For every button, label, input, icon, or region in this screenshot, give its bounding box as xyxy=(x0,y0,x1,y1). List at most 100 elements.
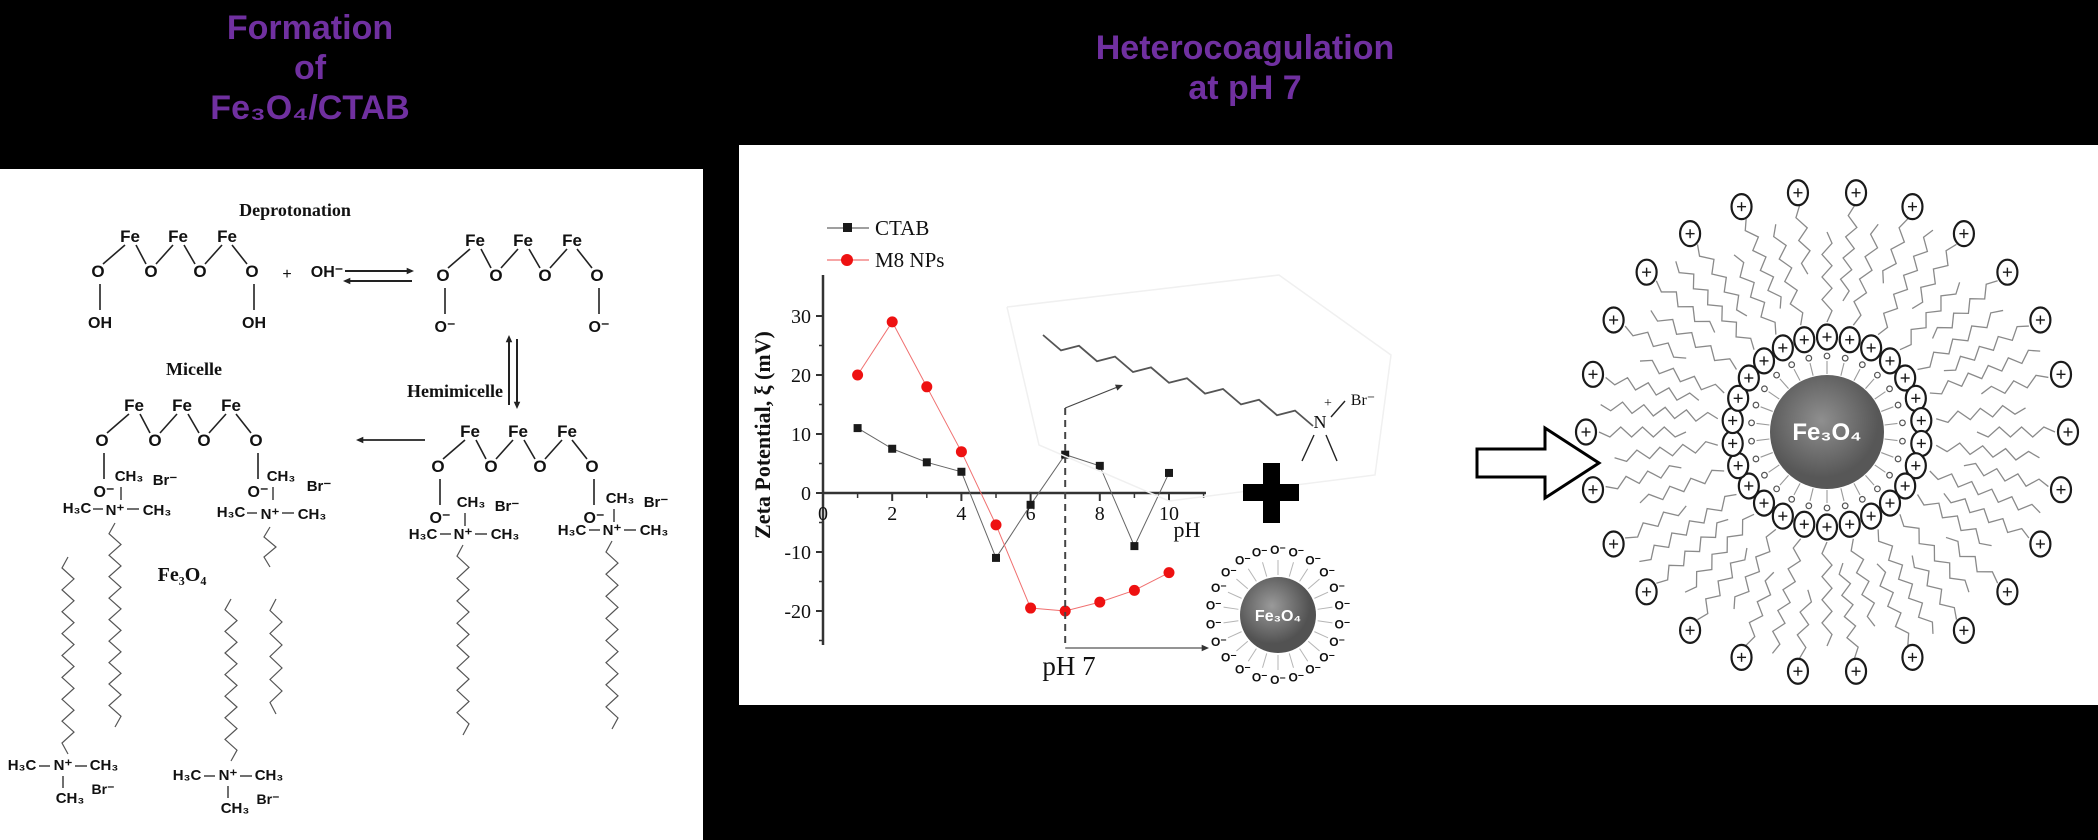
svg-text:N⁺: N⁺ xyxy=(219,767,238,784)
atom-fe: Fe xyxy=(120,227,140,246)
legend-m8nps: M8 NPs xyxy=(875,248,944,272)
svg-text:CH₃: CH₃ xyxy=(221,800,250,817)
hydroxide-ion: OH⁻ xyxy=(311,264,343,281)
x-axis-label: pH xyxy=(1174,517,1201,542)
fe-o-backbone: Fe Fe FeO O O OO⁻ O⁻ xyxy=(430,422,605,527)
left-title-line2: of xyxy=(293,49,327,88)
atom-o: O xyxy=(585,457,598,476)
o-minus-group: O⁻ xyxy=(1270,543,1286,557)
ctab-head-group: CH₃ Br⁻ H₃C N⁺ CH₃ xyxy=(409,494,520,736)
atom-h3c: H₃C xyxy=(409,526,438,543)
right-title-line2: at pH 7 xyxy=(1188,69,1302,108)
o-minus-group: O⁻ xyxy=(1221,565,1237,579)
atom-fe: Fe xyxy=(217,227,237,246)
svg-text:H₃C: H₃C xyxy=(173,767,202,784)
atom-fe: Fe xyxy=(508,422,528,441)
x-tick-label: 6 xyxy=(1026,503,1036,525)
atom-ch3: CH₃ xyxy=(457,494,486,511)
svg-text:CH₃: CH₃ xyxy=(298,506,327,523)
atom-ch3: CH₃ xyxy=(606,490,635,507)
o-minus-group: O⁻ xyxy=(1335,599,1351,613)
main-panel: 0 2 4 6 8 10 30 20 10 0 -10 -20 pH Zeta Potential, ξ … xyxy=(739,145,2098,705)
atom-n-plus: N⁺ xyxy=(603,522,622,539)
svg-text:CH₃: CH₃ xyxy=(267,468,296,485)
end-group: O⁻ xyxy=(248,484,269,501)
atom-fe: Fe xyxy=(465,231,485,250)
ctab-head-group: H₃C N⁺ CH₃ CH₃ Br⁻ xyxy=(8,757,119,807)
atom-o: O xyxy=(91,262,104,281)
atom-o: O xyxy=(144,262,157,281)
svg-text:Br⁻: Br⁻ xyxy=(257,791,280,807)
n-charge: + xyxy=(1324,396,1332,411)
zeta-potential-chart: 0 2 4 6 8 10 30 20 10 0 -10 -20 pH Zeta Potential, ξ … xyxy=(750,216,1209,681)
fe-o-backbone: Fe Fe FeO O O OOH OH xyxy=(88,227,266,332)
chart-legend: CTAB M8 NPs xyxy=(827,216,944,272)
atom-fe: Fe xyxy=(562,231,582,250)
bromide-ion: Br⁻ xyxy=(644,494,669,511)
label-micelle: Micelle xyxy=(166,359,222,379)
legend-ctab: CTAB xyxy=(875,216,929,240)
svg-text:CH₃: CH₃ xyxy=(115,468,144,485)
svg-text:Br⁻: Br⁻ xyxy=(153,472,178,489)
bromide-ion: Br⁻ xyxy=(495,498,520,515)
atom-o: O xyxy=(193,262,206,281)
atom-fe: Fe xyxy=(557,422,577,441)
x-tick-label: 8 xyxy=(1095,503,1105,525)
y-tick-label: 10 xyxy=(791,424,811,446)
svg-text:H₃C: H₃C xyxy=(8,757,37,774)
o-minus-group: O⁻ xyxy=(1235,663,1251,677)
left-panel: Deprotonation Fe Fe Fe O O O O OH OH + OH⁻ Fe Fe Fe O O O… xyxy=(0,169,703,840)
atom-n-plus: N⁺ xyxy=(454,526,473,543)
atom-fe: Fe xyxy=(168,227,188,246)
np-small-label: Fe₃O₄ xyxy=(1255,608,1301,625)
end-group: O⁻ xyxy=(430,510,451,527)
svg-text:Br⁻: Br⁻ xyxy=(92,781,115,797)
ctab-molecule: N+ Br⁻ xyxy=(1006,274,1392,502)
o-minus-group: O⁻ xyxy=(1211,581,1227,595)
x-tick-label: 2 xyxy=(887,503,897,525)
o-minus-group: O⁻ xyxy=(1252,546,1268,560)
fe3o4-ctab-assembly: Fe₃O₄ xyxy=(1574,179,2080,685)
svg-text:CH₃: CH₃ xyxy=(56,790,85,807)
y-tick-label: -10 xyxy=(784,542,811,564)
ph7-label: pH 7 xyxy=(1042,651,1095,681)
atom-o: O xyxy=(245,262,258,281)
o-minus-group: O⁻ xyxy=(1288,546,1304,560)
o-minus-group: O⁻ xyxy=(1270,673,1286,687)
atom-o: O xyxy=(148,431,161,450)
y-tick-label: 30 xyxy=(791,306,811,328)
series-ctab xyxy=(853,424,1173,562)
label-hemimicelle: Hemimicelle xyxy=(407,381,503,401)
label-deprotonation: Deprotonation xyxy=(239,200,351,220)
atom-o: O xyxy=(484,457,497,476)
svg-text:N⁺: N⁺ xyxy=(261,506,280,523)
left-title-line3: Fe₃O₄/CTAB xyxy=(210,89,410,128)
left-title-line1: Formation xyxy=(226,9,394,47)
ctab-head-group: CH₃ Br⁻ H₃C N⁺ CH₃ xyxy=(558,490,669,730)
o-minus-group: O⁻ xyxy=(1235,553,1251,567)
atom-o: O xyxy=(538,266,551,285)
atom-o: O xyxy=(249,431,262,450)
np-big-label: Fe₃O₄ xyxy=(1792,419,1861,446)
svg-text:Br⁻: Br⁻ xyxy=(307,478,332,495)
end-group: O⁻ xyxy=(589,319,610,336)
plus-reagent: + xyxy=(282,266,291,283)
atom-ch3: CH₃ xyxy=(491,526,520,543)
end-group: OH xyxy=(88,315,112,332)
end-group: O⁻ xyxy=(435,319,456,336)
svg-text:CH₃: CH₃ xyxy=(90,757,119,774)
fe-o-backbone: Fe Fe FeO O O OO⁻ O⁻ xyxy=(94,396,269,501)
o-minus-group: O⁻ xyxy=(1319,565,1335,579)
label-fe3o4: Fe₃O₄ xyxy=(158,564,207,586)
o-minus-group: O⁻ xyxy=(1335,617,1351,631)
series-m8-nps xyxy=(852,316,1175,617)
bromide-ion: Br⁻ xyxy=(1351,392,1375,409)
o-minus-group: O⁻ xyxy=(1211,635,1227,649)
svg-text:H₃C: H₃C xyxy=(217,504,246,521)
right-title: Heterocoagulation at pH 7 xyxy=(995,28,1495,108)
heterocoagulation-figure: 0 2 4 6 8 10 30 20 10 0 -10 -20 pH Zeta Potential, ξ … xyxy=(750,179,2080,687)
y-tick-label: 20 xyxy=(791,365,811,387)
result-arrow-icon xyxy=(1475,425,1602,501)
